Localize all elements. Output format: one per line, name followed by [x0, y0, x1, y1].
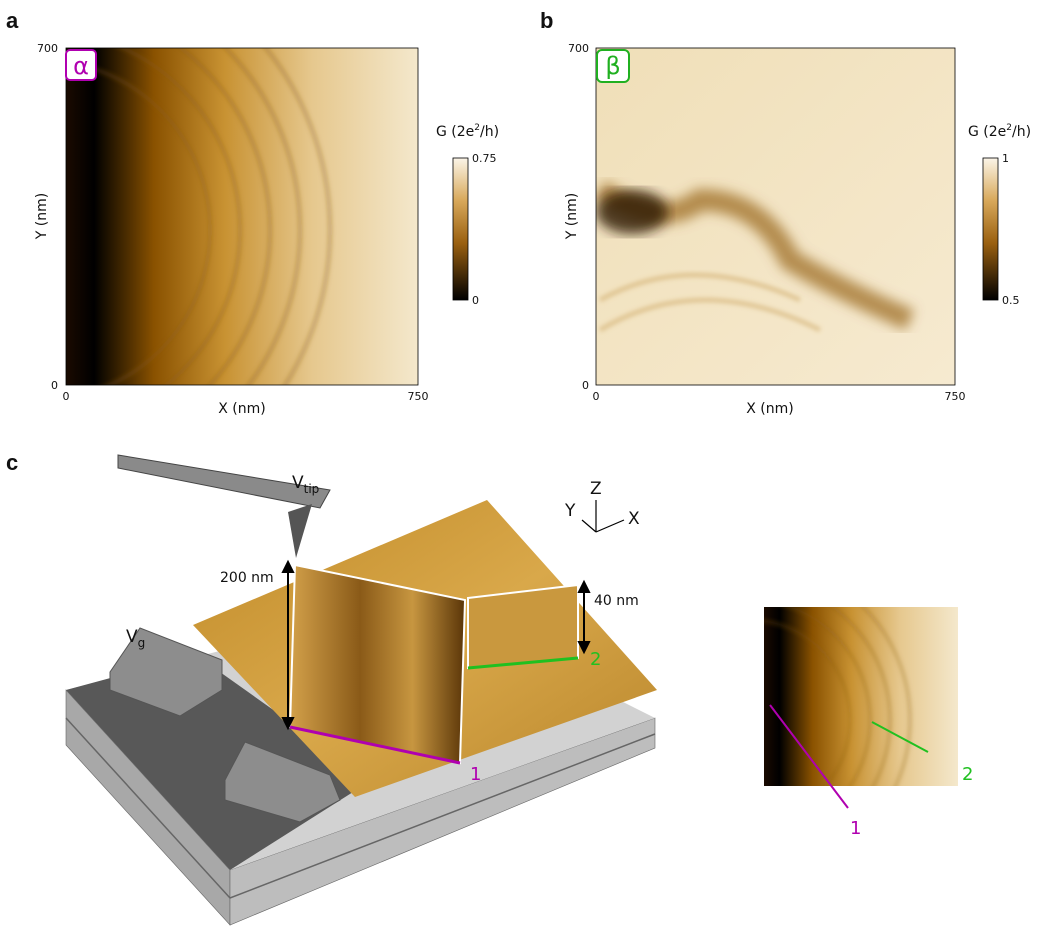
shape	[596, 190, 668, 234]
cut-label: 2	[590, 649, 601, 670]
x-tick-label: 750	[945, 390, 966, 403]
figure: a α 0 700 0 750 X (nm) Y (nm) G (2e2/h) …	[0, 0, 1045, 926]
conductance-map	[596, 48, 955, 385]
height-label: 200 nm	[220, 570, 274, 586]
panel-a: a α 0 700 0 750 X (nm) Y (nm) G (2e2/h) …	[0, 0, 499, 520]
y-tick-label: 0	[582, 379, 589, 392]
cut-label: 1	[850, 818, 861, 839]
shape	[283, 562, 293, 572]
colorbar-title: G (2e2/h)	[436, 123, 499, 140]
tip-voltage: Vtip	[292, 473, 319, 496]
x-axis-title: X (nm)	[218, 401, 265, 417]
colorbar-tick: 0.75	[472, 152, 497, 165]
x-tick-label: 750	[408, 390, 429, 403]
colorbar-tick: 1	[1002, 152, 1009, 165]
colorbar-tick: 0	[472, 294, 479, 307]
text-part: G (2e	[968, 124, 1006, 140]
cut-label: 1	[470, 764, 481, 785]
shape	[66, 48, 418, 385]
panel-label: c	[6, 450, 18, 475]
panel-c: c Vtip Vg 200 nm 40 nm 1 2 Z Y X 1 2	[6, 450, 973, 925]
axis-name: Y	[564, 501, 576, 521]
text-part: V	[292, 473, 304, 493]
text-part: g	[138, 636, 146, 650]
colorbar	[983, 158, 998, 300]
x-axis-title: X (nm)	[746, 401, 793, 417]
panel-label: b	[540, 8, 553, 33]
panel-b: b β 0 700 0 750 X (nm) Y (nm) G (2e2/h) …	[540, 8, 1031, 417]
y-axis-title: Y (nm)	[564, 193, 580, 240]
cut-label: 2	[962, 764, 973, 785]
shape	[582, 520, 596, 532]
shape	[288, 504, 312, 558]
axis-name: X	[628, 509, 640, 529]
text-part: G (2e	[436, 124, 474, 140]
text-part: V	[126, 627, 138, 647]
colorbar	[453, 158, 468, 300]
shape	[579, 582, 589, 592]
panel-label: a	[6, 8, 19, 33]
map-badge: α	[73, 52, 89, 80]
colorbar-tick: 0.5	[1002, 294, 1020, 307]
text-part: /h)	[480, 124, 499, 140]
y-axis-title: Y (nm)	[34, 193, 50, 240]
axis-name: Z	[590, 479, 602, 499]
conductance-map	[0, 0, 418, 520]
y-tick-label: 0	[51, 379, 58, 392]
map-badge: β	[605, 52, 620, 80]
tip	[118, 455, 330, 558]
axes-triad	[582, 500, 624, 532]
y-tick-label: 700	[37, 42, 58, 55]
cross-section	[468, 585, 578, 668]
colorbar-title: G (2e2/h)	[968, 123, 1031, 140]
height-label: 40 nm	[594, 593, 639, 609]
y-tick-label: 700	[568, 42, 589, 55]
shape	[596, 520, 624, 532]
x-tick-label: 0	[593, 390, 600, 403]
text-part: /h)	[1012, 124, 1031, 140]
x-tick-label: 0	[63, 390, 70, 403]
text-part: tip	[304, 482, 320, 496]
